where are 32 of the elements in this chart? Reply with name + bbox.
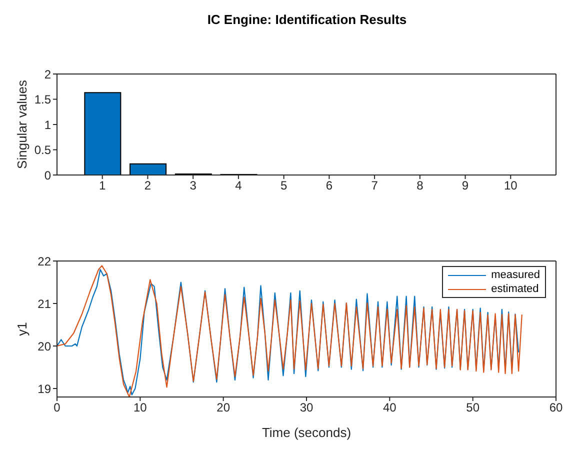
y-tick-label: 1.5 xyxy=(34,92,52,107)
x-tick-label: 10 xyxy=(133,400,148,415)
y-tick-label: 22 xyxy=(38,254,52,268)
x-tick-label: 5 xyxy=(280,178,288,193)
x-tick-label: 0 xyxy=(54,400,61,415)
y-tick-label: 2 xyxy=(44,67,52,82)
y-tick-label: 1 xyxy=(44,118,52,132)
x-tick-label: 30 xyxy=(300,400,314,415)
y-axis-title: y1 xyxy=(14,322,30,336)
y-tick-label: 20 xyxy=(38,339,52,354)
y-tick-label: 19 xyxy=(38,382,52,396)
x-axis-title: Time (seconds) xyxy=(262,425,352,440)
chart-title: IC Engine: Identification Results xyxy=(206,12,408,27)
x-tick-label: 7 xyxy=(371,178,378,193)
x-tick-label: 10 xyxy=(504,178,518,193)
x-tick-label: 2 xyxy=(144,178,152,193)
x-tick-label: 6 xyxy=(326,178,333,193)
y-tick-label: 0.5 xyxy=(34,143,52,158)
x-tick-label: 8 xyxy=(416,178,424,193)
y-tick-label: 21 xyxy=(38,296,52,311)
x-tick-label: 1 xyxy=(99,178,106,193)
x-tick-label: 40 xyxy=(382,400,397,415)
x-tick-label: 4 xyxy=(235,178,242,193)
y-axis-title: Singular values xyxy=(14,80,30,169)
legend-label: estimated xyxy=(491,282,539,296)
x-tick-label: 60 xyxy=(549,400,563,415)
x-tick-label: 9 xyxy=(462,178,469,193)
x-tick-label: 20 xyxy=(216,400,230,415)
x-tick-label: 50 xyxy=(466,400,480,415)
y-tick-label: 0 xyxy=(44,168,52,182)
x-tick-label: 3 xyxy=(190,178,197,193)
legend-label: measured xyxy=(491,268,540,282)
